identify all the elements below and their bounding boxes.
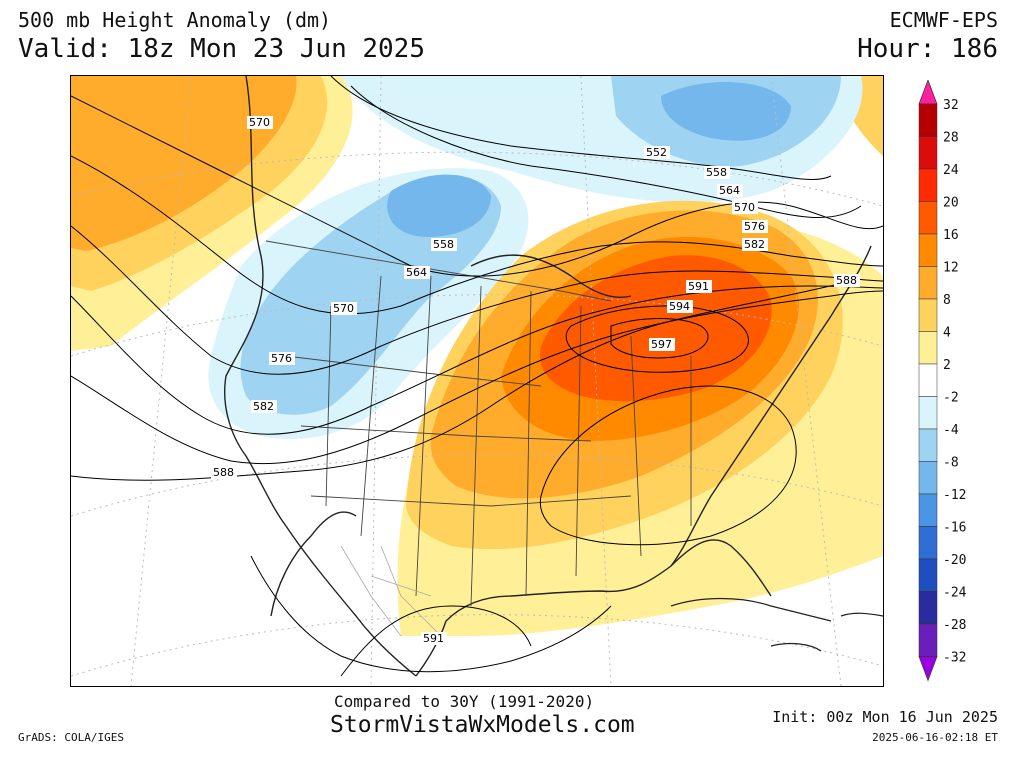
colorbar-label: -32: [943, 651, 966, 666]
graticule: [71, 76, 883, 686]
contour-label: 582: [742, 238, 768, 251]
contour-label: 591: [421, 632, 447, 645]
state-borders: [265, 240, 692, 607]
colorbar-box: [918, 591, 938, 625]
colorbar-box: [918, 623, 938, 657]
contour-label: 588: [834, 274, 860, 287]
colorbar-box: [918, 168, 938, 202]
svg-text:588: 588: [213, 466, 234, 479]
contour-label: 597: [649, 338, 675, 351]
svg-text:564: 564: [406, 266, 427, 279]
colorbar-label: -24: [943, 586, 967, 601]
arctic-cold-anomaly: [341, 76, 863, 203]
site-name: StormVistaWxModels.com: [330, 712, 635, 738]
colorbar-box: [918, 396, 938, 430]
forecast-hour: Hour: 186: [857, 34, 998, 64]
colorbar-box: [918, 461, 938, 495]
contour-label: 588: [211, 466, 237, 479]
svg-text:558: 558: [706, 166, 727, 179]
height-anomaly-map: 570 552 558 564 570 576 582 558 564 570 …: [71, 76, 883, 686]
colorbar-box: [918, 493, 938, 527]
init-time: Init: 00z Mon 16 Jun 2025: [772, 708, 998, 726]
colorbar-label: 4: [943, 326, 951, 341]
map-title: 500 mb Height Anomaly (dm): [18, 8, 332, 32]
svg-text:594: 594: [669, 300, 690, 313]
colorbar-label: -8: [943, 456, 959, 471]
svg-text:570: 570: [249, 116, 270, 129]
contour-label: 552: [644, 146, 670, 159]
svg-text:576: 576: [744, 220, 765, 233]
svg-text:558: 558: [433, 238, 454, 251]
climatology-note: Compared to 30Y (1991-2020): [334, 692, 595, 711]
svg-text:597: 597: [651, 338, 672, 351]
colorbar-box: [918, 136, 938, 170]
colorbar-label: 20: [943, 196, 959, 211]
colorbar-label: -20: [943, 553, 966, 568]
svg-text:588: 588: [836, 274, 857, 287]
colorbar-box: [918, 103, 938, 137]
map-panel: 570 552 558 564 570 576 582 558 564 570 …: [70, 75, 884, 687]
colorbar-label: -12: [943, 488, 966, 503]
colorbar-label: 32: [943, 98, 959, 113]
contour-label: 576: [742, 220, 768, 233]
caribbean-islands: [670, 597, 883, 652]
colorbar-label: 24: [943, 163, 959, 178]
contour-label: 591: [686, 280, 712, 293]
svg-text:570: 570: [734, 201, 755, 214]
colorbar-box: [918, 201, 938, 235]
colorbar-box: [918, 298, 938, 332]
colorbar-label: -16: [943, 521, 966, 536]
svg-text:582: 582: [744, 238, 765, 251]
contour-label: 558: [431, 238, 457, 251]
coastlines: [224, 76, 872, 677]
contour-labels: 570 552 558 564 570 576 582 558 564 570 …: [211, 116, 860, 645]
colorbar-label: -2: [943, 391, 959, 406]
colorbar-label: -4: [943, 423, 959, 438]
svg-text:564: 564: [719, 184, 740, 197]
contour-label: 576: [269, 352, 295, 365]
colorbar-label: 8: [943, 293, 951, 308]
svg-text:576: 576: [271, 352, 292, 365]
contour-label: 570: [331, 302, 357, 315]
svg-text:591: 591: [423, 632, 444, 645]
colorbar-box: [918, 331, 938, 365]
contour-label: 564: [717, 184, 743, 197]
model-name: ECMWF-EPS: [889, 8, 998, 32]
colorbar-box: [918, 363, 938, 397]
colorbar-label: 12: [943, 261, 959, 276]
contour-label: 594: [667, 300, 693, 313]
colorbar-box: [918, 233, 938, 267]
colorbar-box: [918, 428, 938, 462]
colorbar-top-arrow: [918, 80, 938, 105]
colorbar-box: [918, 526, 938, 560]
software-credit: GrADS: COLA/IGES: [18, 731, 124, 744]
mexico-borders: [340, 545, 442, 637]
pacific-warm-anomaly: [71, 76, 353, 351]
colorbar-box: [918, 266, 938, 300]
colorbar-label: -28: [943, 618, 966, 633]
colorbar-label: 2: [943, 358, 951, 373]
colorbar-legend: 32 28 24 20 16 12 8 4 2 -2 -4 -8 -12 -16 -20 -24 -28 -32: [918, 80, 967, 682]
contour-label: 570: [732, 201, 758, 214]
western-cold-anomaly: [208, 168, 529, 440]
colorbar-bottom-arrow: [918, 656, 938, 682]
generated-timestamp: 2025-06-16-02:18 ET: [872, 731, 998, 744]
svg-text:552: 552: [646, 146, 667, 159]
contour-label: 570: [247, 116, 273, 129]
contour-label: 558: [704, 166, 730, 179]
svg-text:591: 591: [688, 280, 709, 293]
svg-text:582: 582: [253, 400, 274, 413]
colorbar-box: [918, 558, 938, 592]
valid-time: Valid: 18z Mon 23 Jun 2025: [18, 34, 425, 64]
svg-text:570: 570: [333, 302, 354, 315]
colorbar-label: 16: [943, 228, 959, 243]
colorbar-label: 28: [943, 131, 959, 146]
contour-label: 582: [251, 400, 277, 413]
contour-label: 564: [404, 266, 430, 279]
